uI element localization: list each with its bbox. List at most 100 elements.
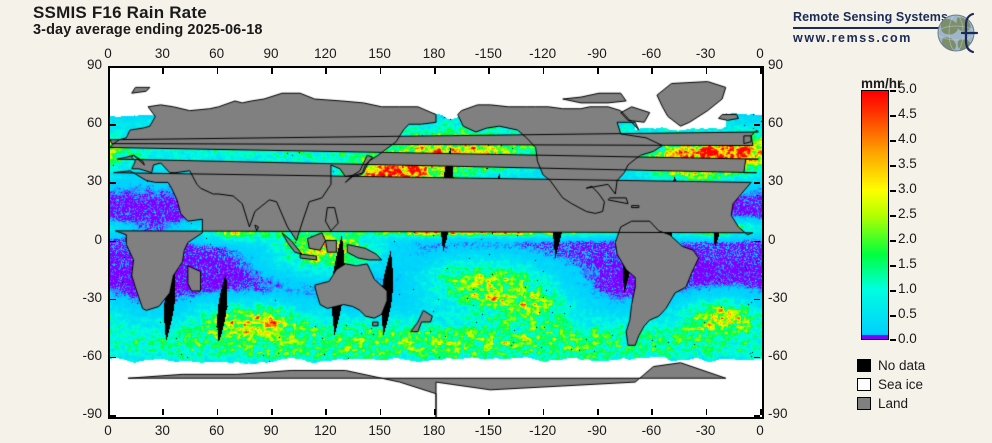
x-axis-label: 30 — [154, 423, 170, 438]
y-axis-tick — [110, 182, 116, 184]
colorbar-tick — [890, 290, 896, 292]
colorbar-tick — [890, 190, 896, 192]
y-axis-tick — [754, 298, 760, 301]
y-axis-tick — [110, 415, 116, 417]
map-legend: No data Sea ice Land — [857, 357, 925, 414]
y-axis-label: -60 — [768, 347, 788, 363]
legend-swatch — [857, 378, 871, 391]
legend-item: Land — [857, 395, 925, 412]
colorbar-tick-label: 1.0 — [898, 281, 917, 296]
x-axis-label: 30 — [154, 46, 170, 61]
x-axis-tick — [651, 68, 653, 74]
y-axis-tick — [110, 124, 116, 126]
x-axis-tick — [760, 68, 762, 74]
x-axis-tick — [162, 409, 164, 415]
x-axis-tick — [325, 409, 327, 415]
x-axis-tick — [379, 409, 382, 415]
x-axis-label: -120 — [529, 46, 557, 61]
logo-text: Remote Sensing Systems www.remss.com — [793, 10, 949, 46]
x-axis-label: -120 — [529, 423, 557, 438]
x-axis-tick — [271, 68, 273, 74]
legend-item: Sea ice — [857, 376, 925, 393]
logo-website-url: www.remss.com — [793, 31, 912, 45]
map-raster — [110, 68, 762, 417]
colorbar-tick — [890, 90, 896, 92]
x-axis-tick — [597, 68, 599, 74]
x-axis-label: 0 — [104, 46, 112, 61]
page-subtitle: 3-day average ending 2025-06-18 — [33, 22, 263, 38]
legend-item: No data — [857, 357, 925, 374]
y-axis-tick — [754, 356, 760, 359]
y-axis-tick — [110, 66, 116, 68]
y-axis-tick — [754, 66, 760, 68]
rain-rate-map[interactable] — [108, 66, 764, 419]
x-axis-tick — [488, 409, 490, 415]
colorbar-tick-label: 4.5 — [898, 106, 917, 121]
colorbar-tick-label: 1.5 — [898, 256, 917, 271]
colorbar-tick-label: 4.0 — [898, 131, 917, 146]
y-axis-tick — [110, 356, 116, 359]
x-axis-tick — [542, 409, 545, 415]
x-axis-label: 120 — [314, 423, 337, 438]
x-axis-label: 150 — [368, 46, 391, 61]
x-axis-label: 90 — [263, 423, 279, 438]
legend-label: Land — [878, 395, 909, 411]
y-axis-label: 60 — [768, 115, 784, 131]
x-axis-tick — [597, 409, 599, 415]
x-axis-label: 0 — [104, 423, 112, 438]
x-axis-tick — [271, 409, 273, 415]
y-axis-label: 30 — [86, 173, 102, 189]
page-title: SSMIS F16 Rain Rate — [33, 3, 207, 22]
colorbar-tick-label: 2.0 — [898, 231, 917, 246]
y-axis-tick — [110, 240, 116, 242]
colorbar-tick-label: 5.0 — [898, 81, 917, 96]
colorbar-tick — [890, 315, 896, 317]
x-axis-tick — [542, 68, 545, 74]
x-axis-label: 60 — [209, 46, 225, 61]
x-axis-label: -150 — [474, 46, 502, 61]
colorbar-units-label: mm/hr — [861, 76, 903, 91]
logo-divider — [793, 27, 945, 29]
x-axis-label: 90 — [263, 46, 279, 61]
y-axis-label: -30 — [768, 289, 788, 305]
y-axis-label: 0 — [94, 231, 102, 247]
colorbar-tick-label: 0.5 — [898, 306, 917, 321]
x-axis-tick — [216, 409, 219, 415]
x-axis-tick — [705, 409, 708, 415]
y-axis-label: 90 — [86, 57, 102, 72]
x-axis-tick — [162, 68, 164, 74]
legend-label: No data — [878, 357, 926, 373]
x-axis-label: -60 — [641, 423, 662, 438]
colorbar-tick-label: 3.0 — [898, 181, 917, 196]
x-axis-tick — [760, 409, 762, 415]
x-axis-label: -90 — [587, 423, 607, 438]
title-block: SSMIS F16 Rain Rate 3-day average ending… — [33, 3, 263, 39]
y-axis-tick — [754, 415, 760, 417]
colorbar-tick — [890, 165, 896, 167]
x-axis-tick — [705, 68, 708, 74]
globe-icon — [937, 12, 979, 54]
colorbar-tick — [890, 140, 896, 142]
y-axis-label: 90 — [768, 57, 784, 72]
y-axis-label: 60 — [86, 115, 102, 131]
x-axis-tick — [379, 68, 382, 74]
x-axis-tick — [108, 68, 110, 74]
legend-label: Sea ice — [878, 376, 924, 392]
x-axis-label: 120 — [314, 46, 337, 61]
x-axis-tick — [108, 409, 110, 415]
colorbar[interactable] — [861, 90, 889, 340]
x-axis-tick — [651, 409, 653, 415]
colorbar-tick-label: 2.5 — [898, 206, 917, 221]
y-axis-label: -90 — [82, 406, 102, 421]
colorbar-tick-label: 0.0 — [898, 331, 917, 346]
legend-swatch — [857, 359, 871, 372]
x-axis-label: 60 — [209, 423, 225, 438]
x-axis-label: 180 — [422, 46, 446, 61]
x-axis-label: 180 — [422, 423, 446, 438]
x-axis-tick — [216, 68, 219, 74]
logo-company-name: Remote Sensing Systems — [793, 10, 949, 24]
x-axis-tick — [488, 68, 490, 74]
remss-logo[interactable]: Remote Sensing Systems www.remss.com — [793, 10, 983, 58]
x-axis-label: -90 — [587, 46, 607, 61]
colorbar-tick — [890, 265, 896, 267]
